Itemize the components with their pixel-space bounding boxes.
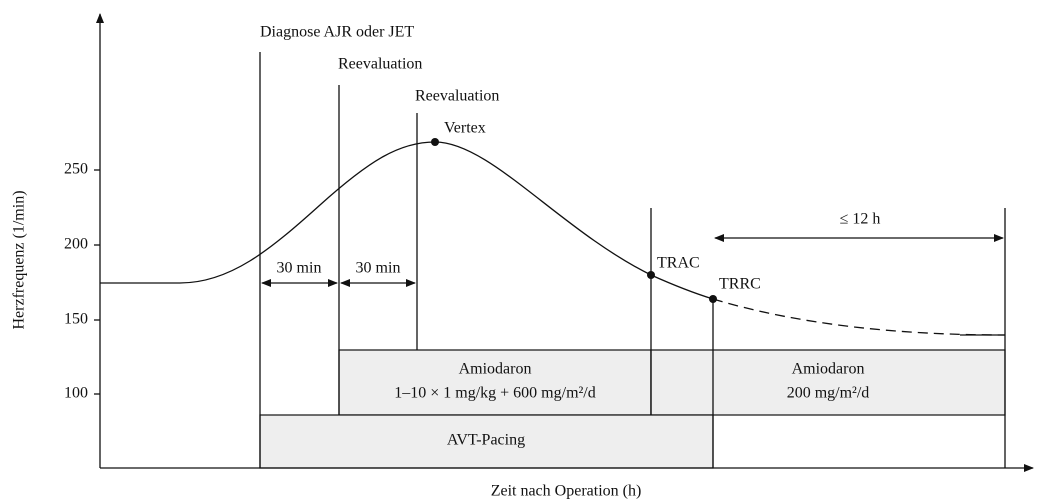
interval-label: ≤ 12 h [840,211,881,228]
therapy-name: AVT-Pacing [447,432,525,449]
heart-rate-curve [100,141,714,300]
pacing-box [259,414,714,469]
therapy-dose: 200 mg/m²/d [787,385,870,402]
x-axis-label: Zeit nach Operation (h) [491,483,642,500]
trac-point [647,271,655,279]
vertex-point [431,138,439,146]
y-tick-label: 200 [64,236,88,253]
event-label: Reevaluation [338,56,422,73]
event-label: Reevaluation [415,88,499,105]
therapy-name: Amiodaron [459,361,532,378]
trrc-point [709,295,717,303]
y-tick-label: 100 [64,385,88,402]
event-label: TRAC [657,255,700,272]
interval-label: 30 min [277,260,322,277]
event-label: Vertex [444,120,486,137]
y-tick-label: 150 [64,311,88,328]
y-axis-label: Herzfrequenz (1/min) [11,190,28,329]
heart-rate-curve-projection [712,298,1006,336]
event-label: Diagnose AJR oder JET [260,24,414,41]
therapy-dose: 1–10 × 1 mg/kg + 600 mg/m²/d [394,385,596,402]
amiodaron-box [338,349,652,416]
interval-label: 30 min [356,260,401,277]
therapy-name: Amiodaron [792,361,865,378]
amiodaron-box [650,349,1006,416]
y-ticks [94,169,100,395]
event-label: TRRC [719,276,761,293]
y-tick-label: 250 [64,161,88,178]
